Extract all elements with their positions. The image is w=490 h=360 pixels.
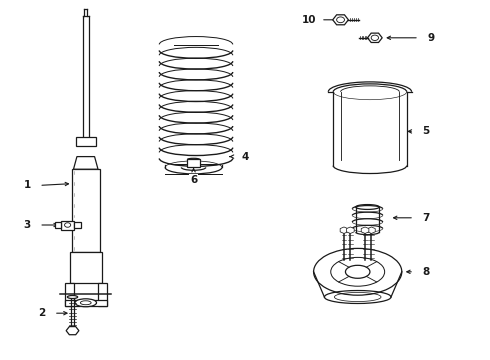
Bar [70,252,102,283]
Polygon shape [74,157,98,169]
Text: 4: 4 [241,152,249,162]
Bar [61,220,74,230]
Text: 2: 2 [38,308,45,318]
Text: 10: 10 [301,15,316,25]
Bar [65,283,74,306]
Bar [187,159,200,167]
Ellipse shape [80,301,91,305]
Bar [65,300,106,306]
Text: 5: 5 [423,126,430,136]
Bar [74,222,80,228]
Bar [98,283,106,306]
Text: 3: 3 [24,220,30,230]
Bar [72,169,100,252]
Circle shape [65,223,71,227]
Ellipse shape [75,299,97,307]
Text: 7: 7 [422,213,430,223]
Text: 1: 1 [24,180,30,190]
Circle shape [337,17,344,23]
Bar [55,222,61,228]
Circle shape [371,35,379,40]
Text: 8: 8 [423,267,430,277]
Text: 6: 6 [190,175,197,185]
Ellipse shape [68,296,78,298]
Text: 9: 9 [428,33,435,43]
Bar [76,137,96,146]
